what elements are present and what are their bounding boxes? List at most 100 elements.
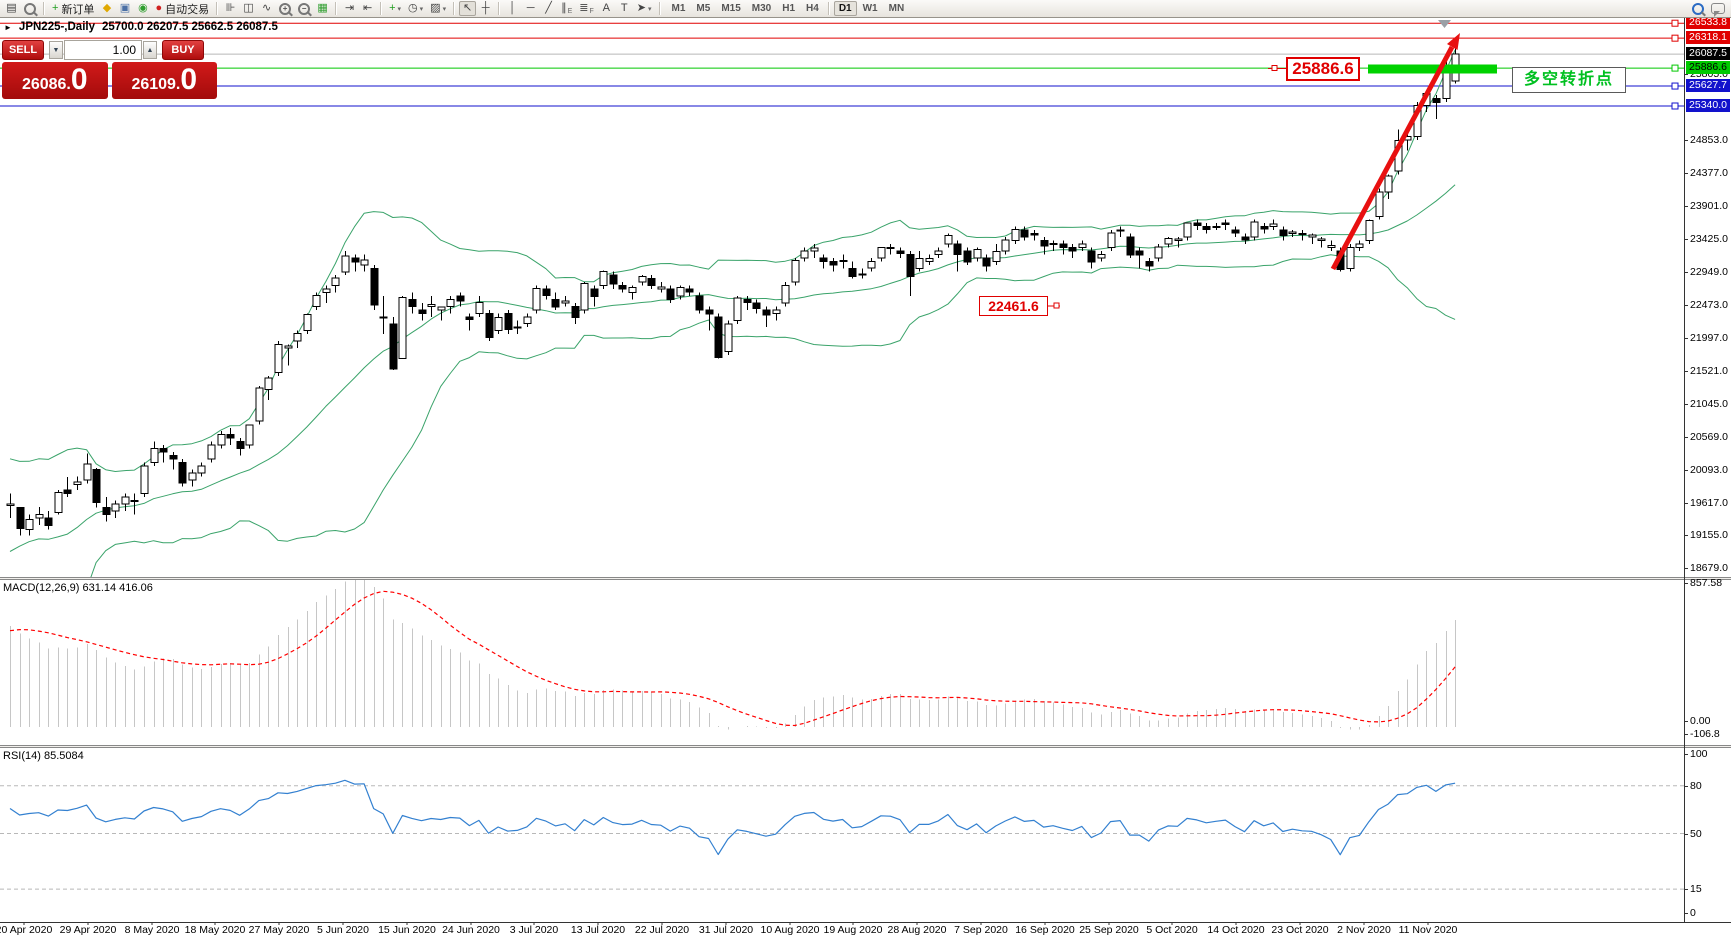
panel-separator[interactable] — [0, 745, 1731, 748]
tile-windows-icon[interactable]: ▦ — [317, 2, 328, 14]
auto-scroll-icon[interactable]: ⇤ — [362, 2, 373, 14]
buy-price[interactable]: 26109. 0 — [111, 62, 217, 99]
chart-shift-icon[interactable]: ⇥ — [344, 2, 355, 14]
one-click-toggle-icon[interactable]: ► — [4, 22, 12, 32]
macd-panel[interactable] — [0, 580, 1684, 746]
price-tick: 24853.0 — [1684, 134, 1728, 146]
date-tick: 18 May 2020 — [184, 924, 246, 936]
autotrading-button[interactable]: ● 自动交易 — [155, 2, 210, 16]
timeframe-h1[interactable]: H1 — [782, 3, 796, 14]
templates-menu[interactable]: ▨ ▾ — [430, 2, 447, 14]
fibonacci-tool[interactable]: ≣ F — [579, 2, 594, 15]
main-chart[interactable] — [0, 18, 1684, 578]
timeframe-w1[interactable]: W1 — [862, 3, 878, 14]
timeframe-m15[interactable]: M15 — [721, 3, 741, 14]
zoom-out-icon[interactable]: − — [295, 1, 313, 16]
sell-button[interactable]: SELL — [2, 40, 44, 60]
bar-chart-icon[interactable]: ⊪ — [225, 2, 236, 14]
date-tick: 22 Jul 2020 — [634, 924, 690, 936]
chart-ohlc-values: 25700.0 26207.5 25662.5 26087.5 — [102, 21, 278, 33]
price-line-label: 25627.7 — [1686, 79, 1730, 92]
chevron-down-icon: ▾ — [419, 5, 424, 13]
metaeditor-icon[interactable]: ◆ — [102, 2, 112, 14]
sell-price[interactable]: 26086. 0 — [2, 62, 108, 99]
date-tick: 23 Oct 2020 — [1271, 924, 1329, 936]
price-tick: 25805.0 — [1684, 68, 1728, 80]
volume-down-button[interactable]: ▼ — [49, 41, 63, 59]
chart-title: ► JPN225-,Daily 25700.0 26207.5 25662.5 … — [4, 21, 278, 33]
zoom-in-icon[interactable]: + — [276, 1, 294, 16]
arrows-tool[interactable]: ➤ ▾ — [636, 2, 652, 14]
price-tick: 19617.0 — [1684, 497, 1728, 509]
text-tool[interactable]: A — [602, 2, 610, 14]
price-tick: 20569.0 — [1684, 431, 1728, 443]
timeframe-m5[interactable]: M5 — [696, 3, 711, 14]
trend-arrow-object[interactable] — [1330, 45, 1455, 271]
line-handle[interactable] — [1671, 19, 1679, 27]
line-chart-icon[interactable]: ∿ — [261, 2, 272, 14]
cursor-tool[interactable]: ↖ — [459, 1, 477, 16]
search-icon[interactable] — [1689, 1, 1707, 16]
chat-icon[interactable] — [1708, 1, 1728, 17]
date-tick: 24 Jun 2020 — [442, 924, 500, 936]
label-anchor[interactable] — [1053, 302, 1060, 309]
timeframe-mn[interactable]: MN — [888, 3, 905, 14]
timeframe-d1[interactable]: D1 — [833, 1, 857, 16]
market-icon[interactable]: ▣ — [119, 2, 131, 14]
buy-price-big: 0 — [180, 63, 198, 96]
new-chart-icon[interactable]: ▤ — [6, 2, 17, 14]
crosshair-tool[interactable]: ┼ — [481, 2, 490, 14]
panel-separator[interactable] — [0, 577, 1731, 580]
price-tick: 23901.0 — [1684, 200, 1728, 212]
rsi-axis-tick: 80 — [1684, 780, 1702, 792]
line-handle[interactable] — [1671, 34, 1679, 42]
date-axis-border — [0, 922, 1731, 923]
rsi-panel[interactable] — [0, 748, 1684, 922]
price-tick: 18679.0 — [1684, 562, 1728, 574]
label-anchor[interactable] — [1271, 65, 1278, 71]
line-handle[interactable] — [1671, 102, 1679, 110]
date-tick: 13 Jul 2020 — [570, 924, 626, 936]
candlestick-chart-icon[interactable]: ◫ — [243, 2, 254, 14]
line-handle[interactable] — [1671, 64, 1679, 72]
channel-tool[interactable]: ∥ E — [561, 2, 573, 15]
toolbar-separator — [216, 2, 219, 15]
horizontal-line-tool[interactable]: ─ — [526, 2, 535, 14]
buy-button[interactable]: BUY — [162, 40, 204, 60]
indicators-menu[interactable]: + ▾ — [389, 2, 402, 14]
timeframe-m1[interactable]: M1 — [671, 3, 686, 14]
price-tick: 20093.0 — [1684, 464, 1728, 476]
label-tool[interactable]: T — [620, 2, 628, 14]
volume-up-button[interactable]: ▲ — [143, 41, 157, 59]
rsi-axis-tick: 50 — [1684, 828, 1702, 840]
rsi-indicator-label: RSI(14) 85.5084 — [3, 750, 84, 762]
rsi-axis-tick: 100 — [1684, 748, 1708, 760]
price-tick: 19155.0 — [1684, 529, 1728, 541]
arrow-head — [1447, 33, 1460, 50]
chat-icon — [1711, 3, 1725, 17]
price-line-label: 26318.1 — [1686, 31, 1730, 44]
macd-axis-tick: 0.00 — [1683, 715, 1711, 727]
line-handle[interactable] — [1671, 82, 1679, 90]
turning-point-annotation[interactable]: 多空转折点 — [1512, 67, 1626, 93]
periods-menu[interactable]: ◷ ▾ — [408, 2, 424, 14]
vertical-line-tool[interactable]: │ — [509, 2, 517, 14]
sell-price-big: 0 — [70, 63, 88, 96]
signals-icon[interactable]: ◉ — [138, 2, 148, 14]
new-order-button[interactable]: + 新订单 — [52, 2, 95, 16]
trendline-tool[interactable]: ╱ — [545, 2, 552, 14]
zoom-in-icon: + — [279, 2, 292, 15]
rsi-axis-tick: 15 — [1684, 883, 1702, 895]
timeframe-m30[interactable]: M30 — [751, 3, 772, 14]
date-tick: 5 Oct 2020 — [1146, 924, 1198, 936]
one-click-trading-panel: SELL ▼ 1.00 ▲ BUY 26086. 0 26109. 0 — [2, 40, 217, 99]
volume-input[interactable]: 1.00 — [64, 40, 142, 60]
price-annotation-support[interactable]: 22461.6 — [979, 296, 1048, 316]
timeframe-h4[interactable]: H4 — [806, 3, 819, 14]
date-tick: 10 Aug 2020 — [760, 924, 820, 936]
chevron-down-icon: ▾ — [397, 5, 402, 13]
data-window-icon[interactable] — [21, 1, 39, 16]
price-annotation-resistance[interactable]: 25886.6 — [1286, 57, 1360, 81]
rsi-axis-tick: 0 — [1684, 907, 1696, 919]
search-icon — [1692, 2, 1704, 15]
